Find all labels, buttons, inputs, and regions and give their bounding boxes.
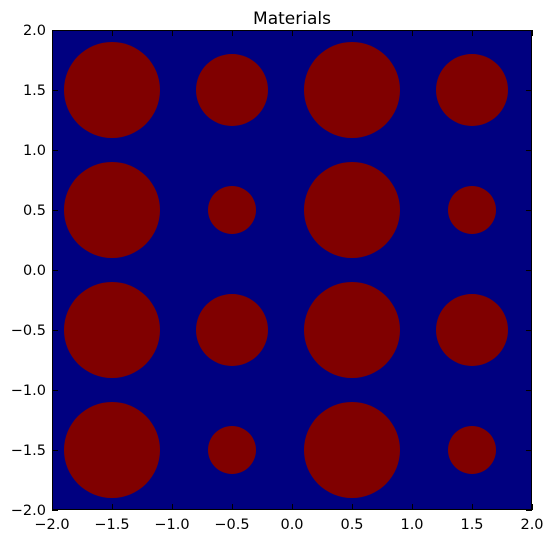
y-tick-label-1: −1.5 bbox=[11, 443, 46, 459]
y-tick-label-3: −0.5 bbox=[11, 323, 46, 339]
x-tick-label-0: −2.0 bbox=[34, 517, 69, 533]
inclusion-circle-6 bbox=[304, 162, 400, 258]
x-tick-label-6: 1.0 bbox=[400, 517, 423, 533]
x-tick-label-7: 1.5 bbox=[460, 517, 483, 533]
y-tick-label-7: 1.5 bbox=[23, 83, 46, 99]
y-tick-label-5: 0.5 bbox=[23, 203, 46, 219]
inclusion-circle-4 bbox=[64, 162, 160, 258]
inclusion-circle-3 bbox=[436, 54, 508, 126]
inclusion-circles bbox=[64, 42, 508, 498]
y-tick-label-0: −2.0 bbox=[11, 503, 46, 519]
inclusion-circle-12 bbox=[64, 402, 160, 498]
x-tick-label-2: −1.0 bbox=[154, 517, 189, 533]
inclusion-circle-11 bbox=[436, 294, 508, 366]
inclusion-circle-0 bbox=[64, 42, 160, 138]
y-tick-label-8: 2.0 bbox=[23, 23, 46, 39]
x-tick-labels: −2.0 −1.5 −1.0 −0.5 0.0 0.5 1.0 1.5 2.0 bbox=[34, 517, 543, 533]
inclusion-circle-14 bbox=[304, 402, 400, 498]
inclusion-circle-9 bbox=[196, 294, 268, 366]
x-tick-label-1: −1.5 bbox=[94, 517, 129, 533]
x-tick-label-4: 0.0 bbox=[280, 517, 303, 533]
x-tick-label-8: 2.0 bbox=[520, 517, 543, 533]
inclusion-circle-8 bbox=[64, 282, 160, 378]
x-tick-label-3: −0.5 bbox=[214, 517, 249, 533]
inclusion-circle-5 bbox=[208, 186, 256, 234]
inclusion-circle-7 bbox=[448, 186, 496, 234]
inclusion-circle-2 bbox=[304, 42, 400, 138]
y-tick-label-6: 1.0 bbox=[23, 143, 46, 159]
inclusion-circle-1 bbox=[196, 54, 268, 126]
inclusion-circle-15 bbox=[448, 426, 496, 474]
chart-title: Materials bbox=[253, 9, 331, 29]
plot-frame bbox=[52, 30, 532, 510]
inclusion-circle-10 bbox=[304, 282, 400, 378]
y-tick-label-4: 0.0 bbox=[23, 263, 46, 279]
y-tick-label-2: −1.0 bbox=[11, 383, 46, 399]
inclusion-circle-13 bbox=[208, 426, 256, 474]
y-tick-labels: −2.0 −1.5 −1.0 −0.5 0.0 0.5 1.0 1.5 2.0 bbox=[11, 23, 46, 519]
x-tick-label-5: 0.5 bbox=[340, 517, 363, 533]
